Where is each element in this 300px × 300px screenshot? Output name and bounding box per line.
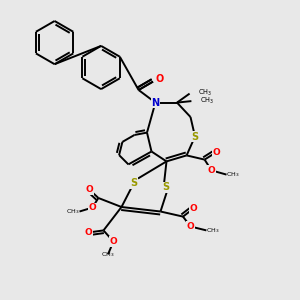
Text: N: N <box>151 98 160 108</box>
Text: O: O <box>190 204 197 213</box>
Text: O: O <box>212 148 220 157</box>
Text: CH$_3$: CH$_3$ <box>206 226 220 235</box>
Text: O: O <box>208 166 215 175</box>
Text: O: O <box>187 222 194 231</box>
Text: S: S <box>191 131 199 142</box>
Text: O: O <box>155 74 164 84</box>
Text: S: S <box>162 182 169 193</box>
Text: O: O <box>85 228 92 237</box>
Text: O: O <box>85 185 93 194</box>
Text: CH$_3$: CH$_3$ <box>226 170 240 179</box>
Text: CH$_3$: CH$_3$ <box>66 207 80 216</box>
Text: CH$_3$: CH$_3$ <box>200 95 214 106</box>
Text: O: O <box>88 203 96 212</box>
Text: CH$_3$: CH$_3$ <box>198 88 212 98</box>
Text: S: S <box>130 178 137 188</box>
Text: O: O <box>110 237 117 246</box>
Text: CH$_3$: CH$_3$ <box>101 250 115 259</box>
